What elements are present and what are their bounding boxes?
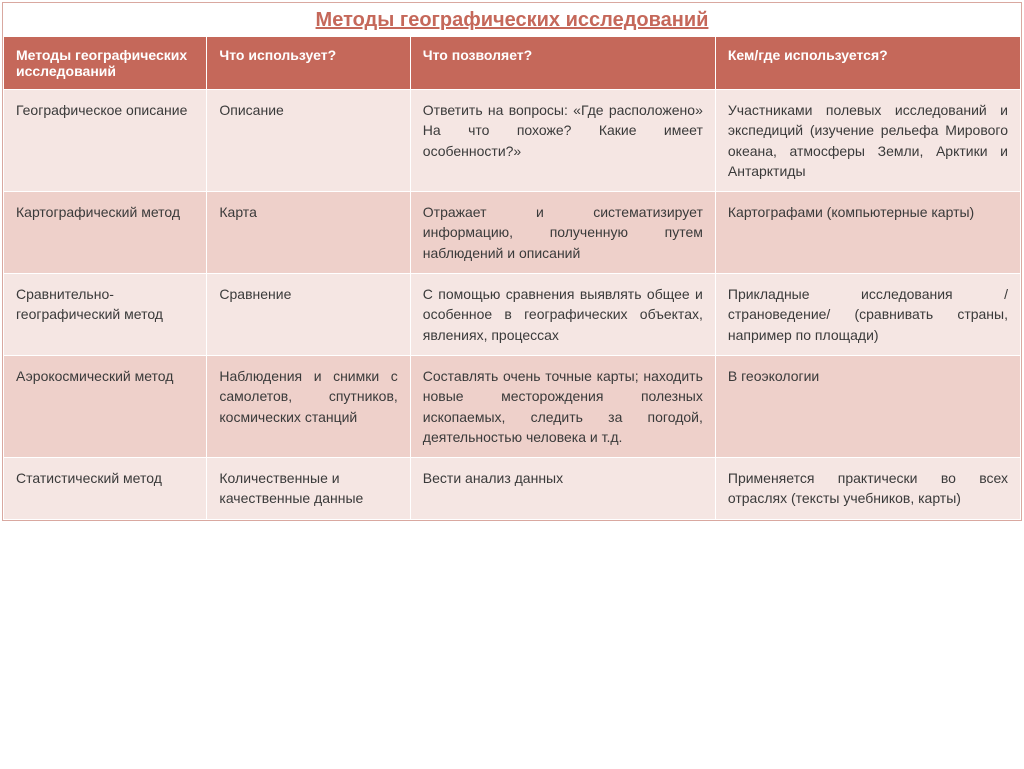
table-row: Статистический метод Количественные и ка… <box>4 458 1021 520</box>
cell-uses: Сравнение <box>207 274 410 356</box>
cell-allows: Составлять очень точные карты; находить … <box>410 355 715 457</box>
methods-table: Методы географических исследований Что и… <box>3 36 1021 520</box>
main-container: Методы географических исследований Метод… <box>2 2 1022 521</box>
table-header-row: Методы географических исследований Что и… <box>4 37 1021 90</box>
cell-method: Картографический метод <box>4 192 207 274</box>
table-row: Картографический метод Карта Отражает и … <box>4 192 1021 274</box>
cell-uses: Карта <box>207 192 410 274</box>
cell-uses: Наблюдения и снимки с самолетов, спутник… <box>207 355 410 457</box>
page-title: Методы географических исследований <box>3 3 1021 36</box>
table-row: Географическое описание Описание Ответит… <box>4 90 1021 192</box>
col-header-method: Методы географических исследований <box>4 37 207 90</box>
cell-method: Статистический метод <box>4 458 207 520</box>
cell-by: В геоэкологии <box>715 355 1020 457</box>
table-row: Сравнительно-географический метод Сравне… <box>4 274 1021 356</box>
cell-method: Сравнительно-географический метод <box>4 274 207 356</box>
cell-allows: Ответить на вопросы: «Где расположено» Н… <box>410 90 715 192</box>
cell-allows: Отражает и систематизирует информацию, п… <box>410 192 715 274</box>
cell-allows: Вести анализ данных <box>410 458 715 520</box>
table-row: Аэрокосмический метод Наблюдения и снимк… <box>4 355 1021 457</box>
cell-by: Участниками полевых исследований и экспе… <box>715 90 1020 192</box>
cell-method: Географическое описание <box>4 90 207 192</box>
col-header-by: Кем/где используется? <box>715 37 1020 90</box>
cell-uses: Описание <box>207 90 410 192</box>
cell-method: Аэрокосмический метод <box>4 355 207 457</box>
cell-by: Применяется практически во всех отраслях… <box>715 458 1020 520</box>
col-header-uses: Что использует? <box>207 37 410 90</box>
col-header-allows: Что позволяет? <box>410 37 715 90</box>
cell-uses: Количественные и качественные данные <box>207 458 410 520</box>
cell-by: Прикладные исследования /страноведение/ … <box>715 274 1020 356</box>
cell-allows: С помощью сравнения выявлять общее и осо… <box>410 274 715 356</box>
cell-by: Картографами (компьютерные карты) <box>715 192 1020 274</box>
